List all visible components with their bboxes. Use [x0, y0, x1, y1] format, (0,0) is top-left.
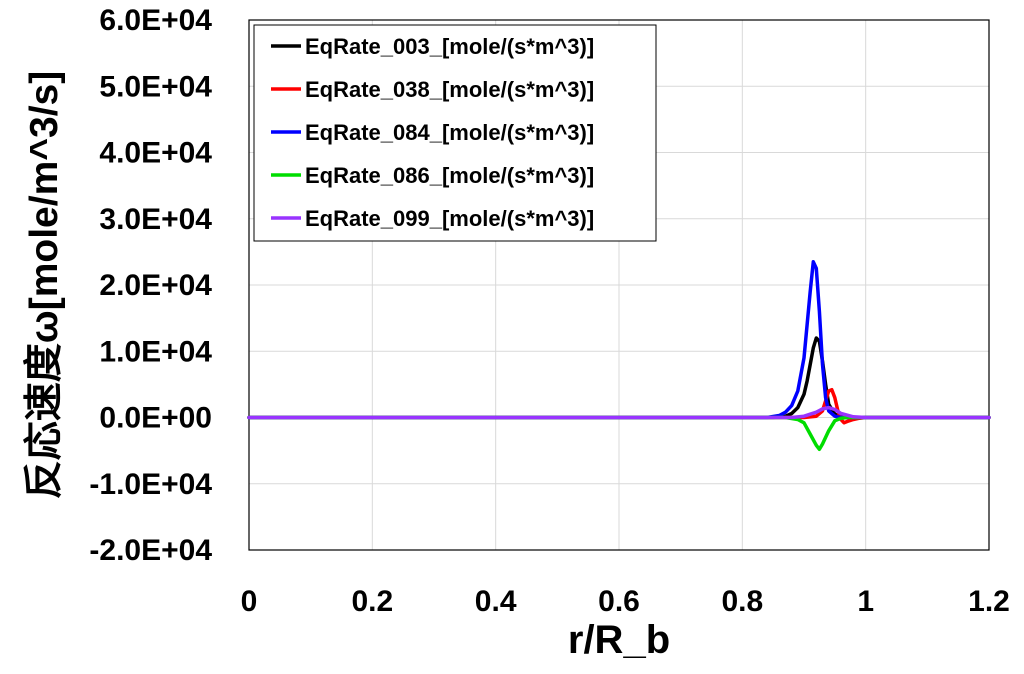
- y-tick-label: 4.0E+04: [99, 137, 212, 170]
- x-tick-label: 0.8: [721, 585, 763, 618]
- x-tick-label: 1.2: [968, 585, 1010, 618]
- series-line: [247, 405, 991, 420]
- x-tick-label: 0: [241, 585, 258, 618]
- legend: EqRate_003_[mole/(s*m^3)] EqRate_038_[mol…: [253, 24, 657, 242]
- plot-area-border: [248, 19, 990, 551]
- x-tick-label: 1: [857, 585, 874, 618]
- legend-box: [253, 24, 657, 242]
- x-tick-label: 0.4: [475, 585, 517, 618]
- legend-entry-label: EqRate_099_[mole/(s*m^3)]: [305, 206, 594, 231]
- x-tick-label: 0.2: [351, 585, 393, 618]
- legend-entry-label: EqRate_084_[mole/(s*m^3)]: [305, 120, 594, 145]
- x-axis-title: r/R_b: [568, 618, 670, 662]
- y-tick-label: 3.0E+04: [99, 203, 212, 236]
- y-tick-label: 1.0E+04: [99, 335, 212, 368]
- x-tick-labels: 0 0.2 0.4 0.6 0.8 1 1.2: [241, 585, 1010, 618]
- y-tick-label: 6.0E+04: [99, 4, 212, 37]
- y-axis-title: 反応速度ω[mole/m^3/s]: [23, 71, 66, 499]
- series-line: [247, 415, 991, 452]
- legend-entry-label: EqRate_003_[mole/(s*m^3)]: [305, 34, 594, 59]
- y-tick-labels: -2.0E+04 -1.0E+04 0.0E+00 1.0E+04 2.0E+04 3.0…: [89, 4, 212, 567]
- y-tick-label: -1.0E+04: [89, 468, 212, 501]
- y-tick-label: 5.0E+04: [99, 70, 212, 103]
- y-tick-label: -2.0E+04: [89, 534, 212, 567]
- legend-entry-label: EqRate_086_[mole/(s*m^3)]: [305, 163, 594, 188]
- x-tick-label: 0.6: [598, 585, 640, 618]
- series-layer: [247, 260, 991, 452]
- legend-entry-label: EqRate_038_[mole/(s*m^3)]: [305, 77, 594, 102]
- y-tick-label: 0.0E+00: [99, 402, 212, 435]
- y-tick-label: 2.0E+04: [99, 269, 212, 302]
